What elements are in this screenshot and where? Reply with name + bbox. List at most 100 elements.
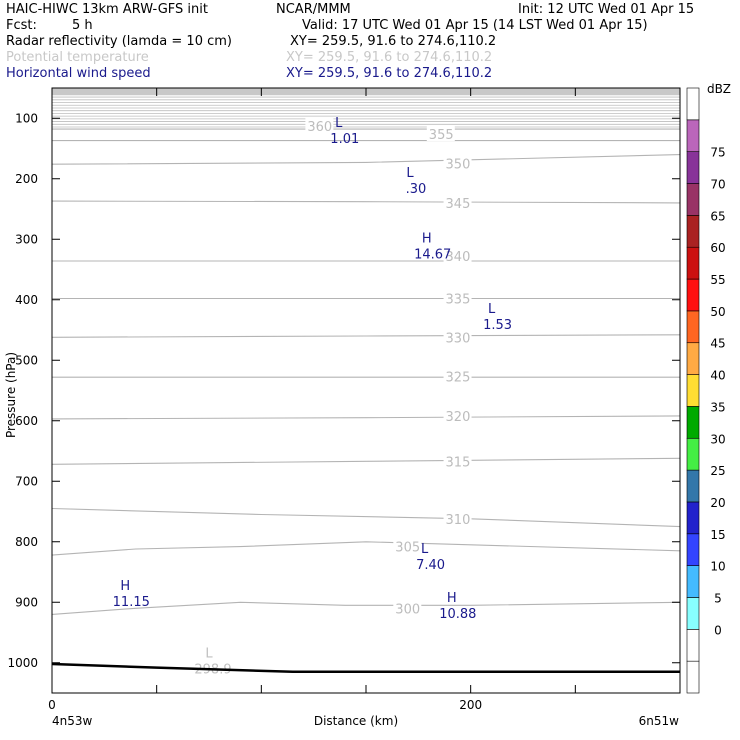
y-axis-label: Pressure (hPa): [4, 352, 18, 438]
colorbar-label: 40: [710, 369, 725, 383]
colorbar-label: 5: [714, 591, 722, 605]
wind-extremum-letter: H: [120, 579, 130, 594]
colorbar-swatch: [686, 374, 700, 407]
y-tick-label: 400: [15, 293, 38, 307]
y-tick-label: 600: [15, 414, 38, 428]
wind-extremum-value: 11.15: [113, 595, 150, 610]
init-time: Init: 12 UTC Wed 01 Apr 15: [518, 2, 695, 17]
theta-label: 310: [446, 513, 471, 528]
colorbar-label: 10: [710, 560, 725, 574]
theta-label: 330: [446, 331, 471, 346]
colorbar-swatch: [686, 87, 700, 121]
surface-pressure-line: [52, 662, 680, 674]
fcst-label: Fcst:: [6, 18, 37, 33]
y-tick-label: 100: [15, 111, 38, 125]
field-theta-xy: XY= 259.5, 91.6 to 274.6,110.2: [286, 50, 493, 65]
wind-extremum-value: 7.40: [416, 558, 445, 573]
colorbar-swatch: [686, 119, 700, 152]
wind-extremum-letter: H: [447, 591, 457, 606]
valid-time: Valid: 17 UTC Wed 01 Apr 15 (14 LST Wed …: [302, 18, 648, 33]
y-tick-label: 900: [15, 595, 38, 609]
theta-label: 350: [446, 158, 471, 173]
theta-label: 320: [446, 410, 471, 425]
theta-label-bg: [443, 155, 472, 171]
x-axis-label: Distance (km): [314, 714, 398, 728]
theta-contour-350: [52, 154, 680, 165]
wind-extremum-letter: L: [421, 542, 429, 557]
theta-label-bg: [443, 368, 472, 384]
theta-contour-320: [52, 415, 680, 420]
theta-contour-315: [52, 457, 680, 465]
theta-label: 305: [395, 541, 420, 556]
theta-label: 300: [395, 602, 420, 617]
theta-contour-330: [52, 334, 680, 338]
colorbar-label: 30: [710, 432, 725, 446]
y-tick-label: 1000: [7, 656, 38, 670]
colorbar-label: 15: [710, 528, 725, 542]
wind-extremum-letter: H: [422, 232, 432, 247]
wind-extremum-letter: L: [335, 116, 343, 131]
theta-label-bg: [426, 125, 455, 141]
colorbar-swatch: [686, 469, 700, 503]
colorbar-swatch: [686, 660, 700, 694]
colorbar-label: 0: [714, 623, 722, 637]
theta-contour-305: [52, 541, 680, 556]
theta-label-bg: [443, 248, 472, 264]
theta-contour-345: [52, 200, 680, 204]
theta-label-bg: [393, 538, 422, 554]
wind-extremum-letter: L: [488, 302, 496, 317]
x-left-location: 4n53w: [52, 714, 93, 728]
wind-extremum-value: 14.67: [414, 248, 451, 263]
theta-label-bg: [443, 329, 472, 345]
wind-extremum-value: 10.88: [439, 607, 476, 622]
y-tick-label: 700: [15, 474, 38, 488]
colorbar-swatch: [686, 533, 700, 566]
model-title: HAIC-HIWC 13km ARW-GFS init: [6, 2, 208, 17]
colorbar-label: 55: [710, 273, 725, 287]
org-label: NCAR/MMM: [276, 2, 351, 17]
colorbar-swatch: [686, 629, 700, 662]
field-reflectivity-name: Radar reflectivity (lamda = 10 cm): [6, 34, 232, 49]
colorbar-label: 45: [710, 337, 725, 351]
colorbar-swatch: [686, 437, 700, 471]
wind-extremum-value: .30: [406, 182, 427, 197]
theta-contour-310: [52, 507, 680, 528]
theta-label-bg: [305, 118, 334, 134]
theta-label: 345: [446, 197, 471, 212]
y-tick-label: 800: [15, 535, 38, 549]
colorbar-swatch: [686, 310, 700, 344]
theta-label: 335: [446, 293, 471, 308]
theta-extremum-letter: L: [205, 647, 213, 662]
colorbar-swatch: [686, 151, 700, 184]
colorbar-swatch: [686, 565, 700, 598]
colorbar-swatch: [686, 278, 700, 312]
colorbar-unit: dBZ: [707, 82, 731, 96]
colorbar-label: 35: [710, 400, 725, 414]
colorbar-label: 65: [710, 209, 725, 223]
theta-label: 325: [446, 371, 471, 386]
colorbar-swatch: [686, 501, 700, 535]
colorbar-label: 50: [710, 305, 725, 319]
theta-label: 360: [307, 120, 332, 135]
colorbar-swatch: [686, 597, 700, 630]
theta-label-bg: [443, 453, 472, 469]
colorbar-label: 60: [710, 241, 725, 255]
theta-label: 340: [446, 250, 471, 265]
colorbar-swatch: [686, 183, 700, 216]
theta-label-bg: [393, 600, 422, 616]
field-theta-name: Potential temperature: [6, 50, 149, 65]
colorbar-swatch: [686, 406, 700, 439]
colorbar-swatch: [686, 246, 700, 280]
x-right-location: 6n51w: [639, 714, 680, 728]
colorbar-label: 70: [710, 178, 725, 192]
theta-label-bg: [443, 194, 472, 210]
colorbar-label: 25: [710, 464, 725, 478]
theta-label-bg: [443, 510, 472, 526]
theta-label-bg: [443, 290, 472, 306]
field-wind-xy: XY= 259.5, 91.6 to 274.6,110.2: [286, 66, 493, 81]
theta-contour-300: [52, 601, 680, 615]
field-reflectivity-xy: XY= 259.5, 91.6 to 274.6,110.2: [290, 34, 497, 49]
colorbar-label: 20: [710, 496, 725, 510]
colorbar-swatch: [686, 215, 700, 248]
